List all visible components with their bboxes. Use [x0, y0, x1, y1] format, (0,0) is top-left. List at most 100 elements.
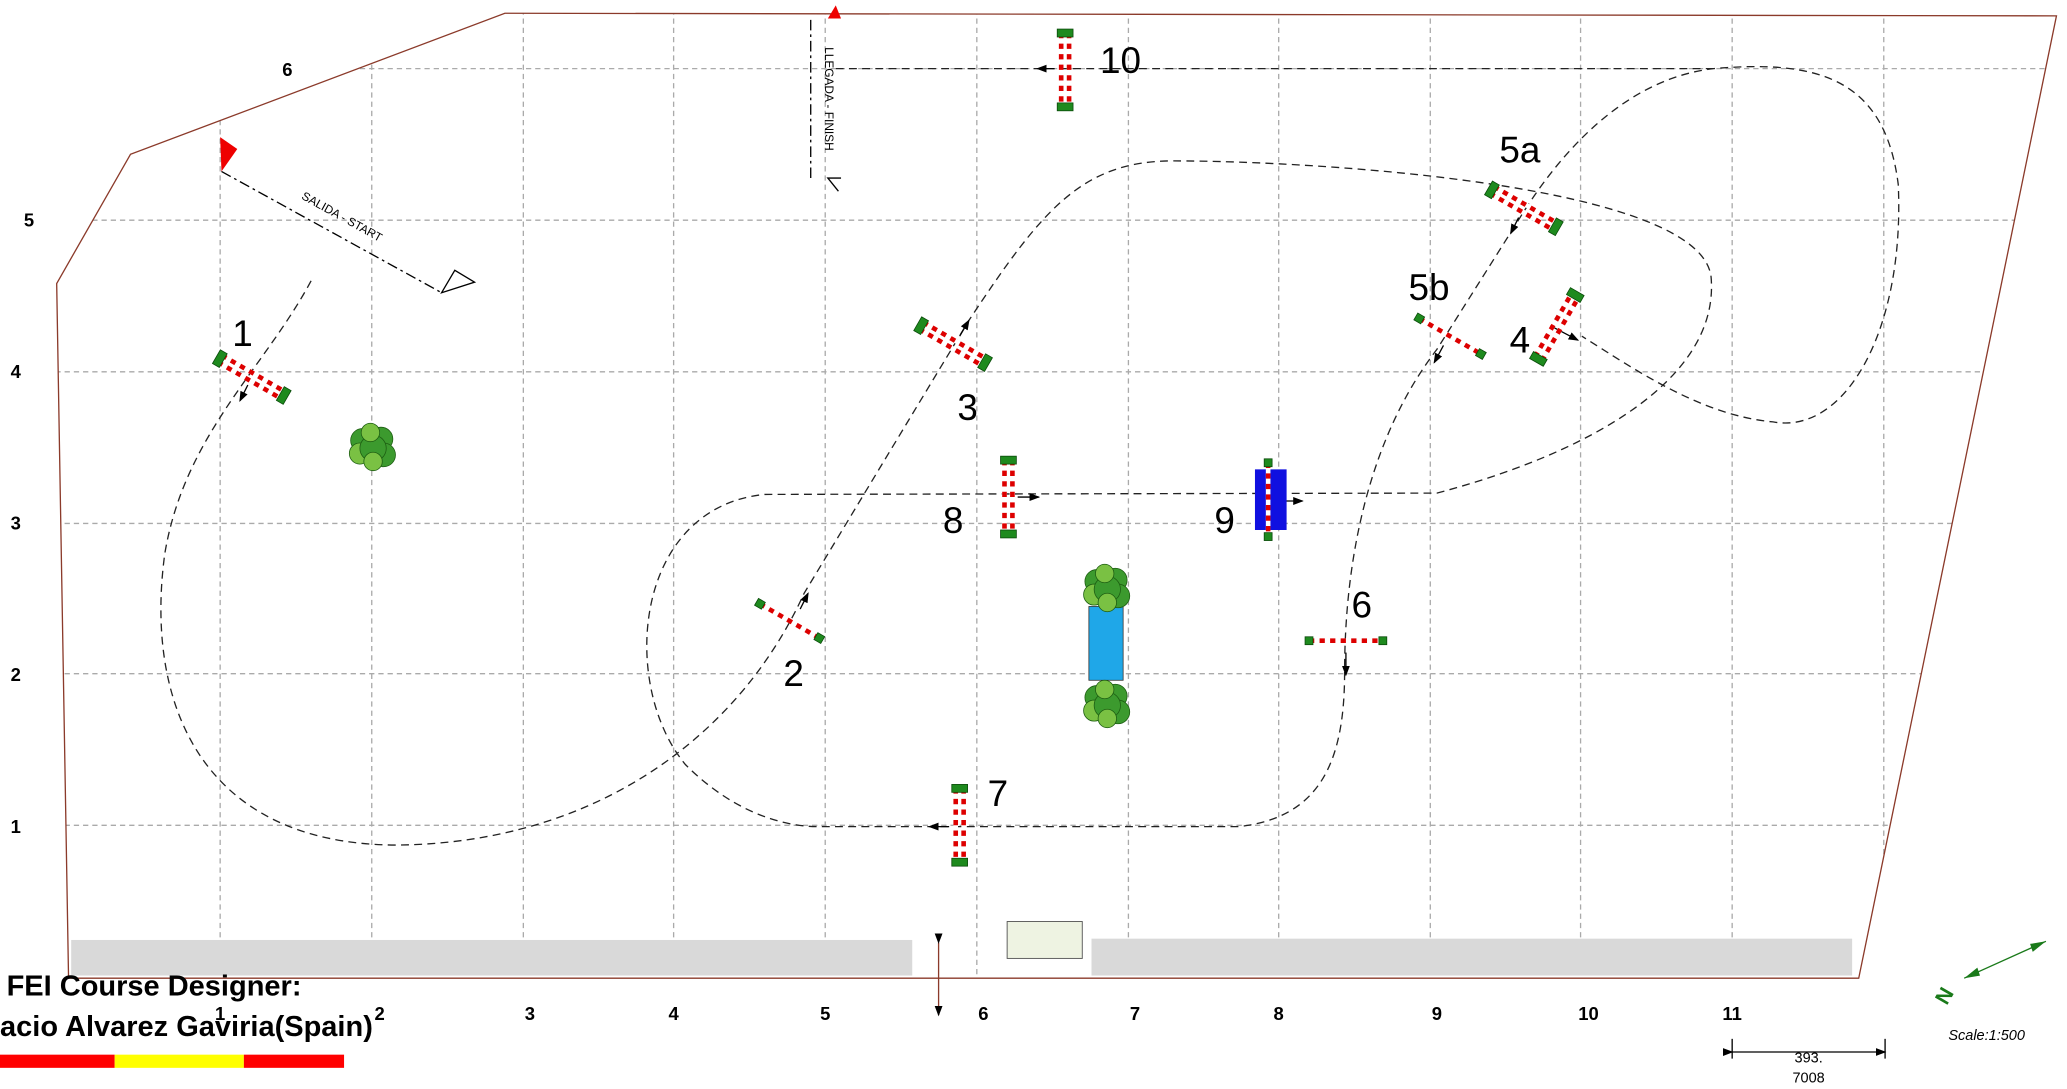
- finish-flag: [826, 177, 842, 192]
- grid-label: 4: [668, 1003, 679, 1024]
- fence-number: 3: [957, 387, 978, 428]
- water-tray: [1254, 469, 1287, 530]
- grid: [56, 13, 2057, 979]
- start-line: [221, 170, 442, 294]
- wing: [1547, 217, 1564, 237]
- fence: [951, 784, 968, 867]
- rail: [216, 360, 283, 401]
- rail: [1418, 316, 1483, 357]
- wing: [1000, 529, 1017, 539]
- wing: [977, 353, 993, 372]
- wing: [951, 857, 968, 867]
- wing: [1413, 312, 1426, 325]
- grandstand: [71, 939, 913, 976]
- grid-label: 5: [24, 209, 34, 230]
- fence-number: 10: [1100, 40, 1141, 81]
- wing: [1000, 455, 1017, 465]
- fence: [754, 597, 826, 645]
- wing: [1304, 636, 1314, 646]
- fence: [211, 349, 292, 405]
- wing: [1529, 351, 1548, 367]
- finish-label: LLEGADA - FINISH: [822, 47, 836, 150]
- flag-stripe: [114, 1054, 244, 1068]
- rail: [758, 601, 821, 641]
- finish-flag: [827, 5, 842, 19]
- grid-label: 6: [978, 1003, 988, 1024]
- fence-number: 5b: [1408, 267, 1449, 308]
- compass-head: [1964, 941, 2046, 979]
- fence-number: 8: [943, 500, 964, 541]
- fence-number: 6: [1351, 585, 1372, 626]
- fence: [1483, 180, 1564, 237]
- foliage: [360, 422, 381, 443]
- route-arrows: [239, 64, 1580, 831]
- measure-value: 393.: [1795, 1051, 1823, 1067]
- compass-label: N: [1931, 984, 1959, 1009]
- fence-number: 4: [1510, 320, 1531, 361]
- wing: [1263, 532, 1273, 541]
- wing: [913, 316, 930, 336]
- wing: [754, 597, 766, 610]
- fence-number: 5a: [1499, 130, 1541, 171]
- water: [1088, 606, 1124, 681]
- grid-label: 3: [11, 513, 21, 534]
- flag-stripe: [0, 1054, 115, 1068]
- designer-name: acio Alvarez Gaviria(Spain): [0, 1011, 373, 1043]
- designer-title: FEI Course Designer:: [7, 970, 302, 1002]
- arena-border: [56, 12, 2058, 979]
- judge-box: [1006, 921, 1083, 959]
- wing: [275, 386, 292, 405]
- wing: [211, 349, 228, 368]
- grid-label: 11: [1722, 1003, 1742, 1024]
- grid-label: 9: [1432, 1003, 1442, 1024]
- course-route: [160, 65, 1900, 846]
- start-flag: [220, 137, 238, 172]
- grid-label: 2: [11, 664, 21, 685]
- fence-number: 9: [1214, 500, 1235, 541]
- measure-value: 7008: [1792, 1070, 1824, 1086]
- grid-label: 8: [1274, 1003, 1284, 1024]
- grid-label: 2: [375, 1003, 385, 1024]
- grid-label: 1: [11, 816, 21, 837]
- grid-label: 5: [820, 1003, 830, 1024]
- grid-label: 1: [215, 1003, 225, 1024]
- fence: [1529, 287, 1585, 367]
- rail: [921, 320, 989, 362]
- wing: [813, 632, 826, 645]
- tree: [1083, 679, 1131, 729]
- foliage: [1097, 592, 1117, 613]
- tree: [348, 422, 396, 472]
- fence: [1413, 312, 1487, 360]
- wing: [951, 784, 968, 793]
- wing: [1565, 287, 1585, 303]
- scale-label: Scale:1:500: [1948, 1028, 2025, 1044]
- grid-label: 4: [11, 361, 22, 382]
- fence: [1263, 458, 1273, 541]
- wing: [1056, 102, 1074, 112]
- start-flag: [440, 269, 477, 294]
- fence-number: 7: [988, 773, 1009, 814]
- fence: [1304, 636, 1388, 646]
- foliage: [1095, 679, 1115, 700]
- rail: [1532, 291, 1574, 359]
- tree: [1083, 563, 1131, 613]
- fence-number: 1: [232, 313, 253, 354]
- fence: [1000, 455, 1017, 539]
- grid-label: 7: [1130, 1003, 1140, 1024]
- grandstand: [1091, 938, 1853, 976]
- foliage: [1097, 708, 1117, 729]
- wing: [1474, 348, 1487, 360]
- fence: [1056, 28, 1074, 112]
- fence-number: 2: [783, 653, 804, 694]
- fence: [913, 316, 993, 372]
- wing: [1056, 28, 1074, 38]
- foliage: [363, 451, 383, 472]
- wing: [1378, 636, 1388, 646]
- rail: [220, 353, 287, 395]
- grid-label: 6: [282, 59, 292, 80]
- flag-stripe: [243, 1054, 345, 1068]
- foliage: [1095, 563, 1115, 584]
- wing: [1263, 458, 1273, 468]
- wing: [1483, 180, 1500, 200]
